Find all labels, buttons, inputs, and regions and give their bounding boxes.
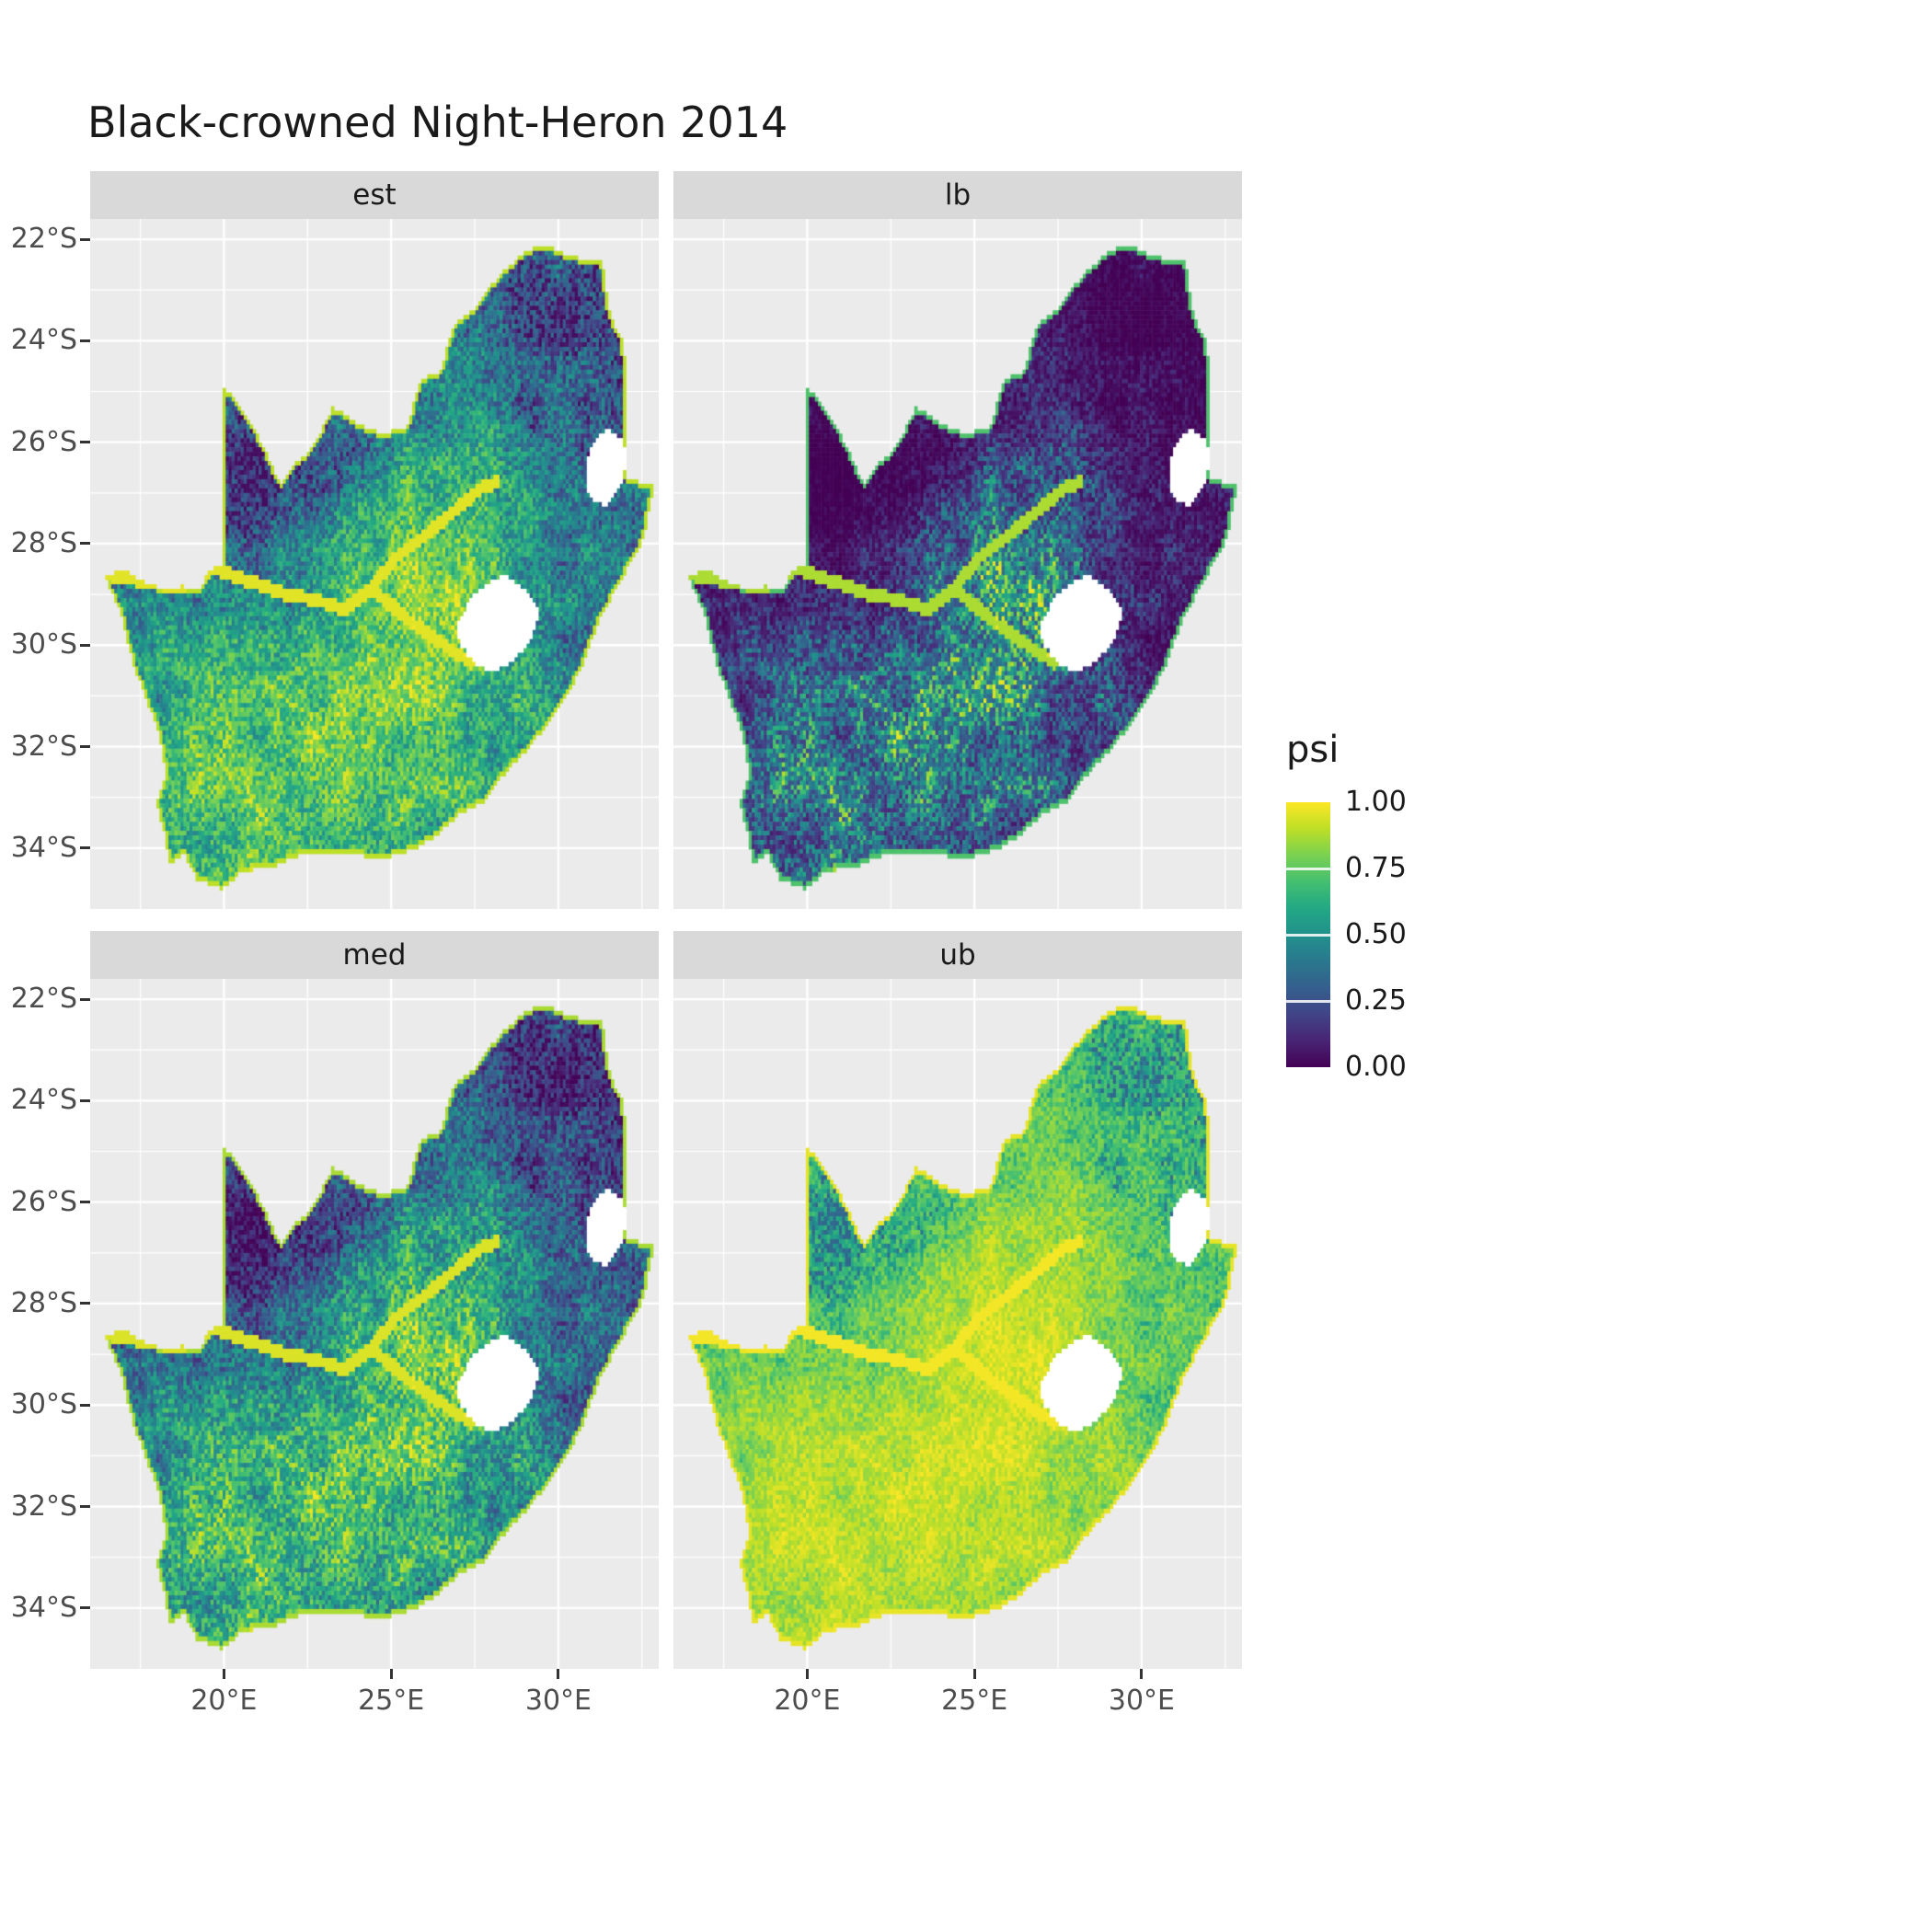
y-tick-mark xyxy=(80,1606,90,1610)
x-tick-mark xyxy=(1140,1669,1144,1679)
legend-tick-label: 0.75 xyxy=(1345,852,1407,884)
y-tick-label: 22°S xyxy=(10,223,77,256)
x-tick-mark xyxy=(389,1669,393,1679)
y-tick-mark xyxy=(80,846,90,850)
facet-strip-label: lb xyxy=(944,178,972,212)
y-tick-label: 30°S xyxy=(10,628,77,661)
y-tick-mark xyxy=(80,1505,90,1509)
y-tick-label: 32°S xyxy=(10,1489,77,1523)
x-tick-mark xyxy=(222,1669,225,1679)
legend-title: psi xyxy=(1286,729,1340,771)
x-tick-label: 25°E xyxy=(358,1685,425,1717)
map-panel-ub xyxy=(673,979,1242,1669)
y-tick-mark xyxy=(80,441,90,444)
y-tick-mark xyxy=(80,643,90,647)
legend-tick-label: 0.50 xyxy=(1345,918,1407,950)
x-tick-mark xyxy=(805,1669,809,1679)
legend-colorbar xyxy=(1286,802,1330,1067)
y-tick-mark xyxy=(80,745,90,749)
plot-title: Black-crowned Night-Heron 2014 xyxy=(87,98,788,147)
x-tick-label: 25°E xyxy=(941,1685,1008,1717)
y-tick-mark xyxy=(80,1098,90,1102)
y-tick-mark xyxy=(80,997,90,1001)
y-tick-label: 34°S xyxy=(10,1591,77,1624)
map-panel-lb xyxy=(673,219,1242,909)
legend-tick-label: 1.00 xyxy=(1345,786,1407,818)
x-tick-label: 20°E xyxy=(774,1685,841,1717)
legend-tick-label: 0.25 xyxy=(1345,984,1407,1017)
y-tick-label: 34°S xyxy=(10,831,77,864)
y-tick-label: 22°S xyxy=(10,983,77,1016)
map-panel-med xyxy=(90,979,659,1669)
x-tick-mark xyxy=(557,1669,560,1679)
facet-strip-est: est xyxy=(90,171,659,219)
legend-tick-label: 0.00 xyxy=(1345,1051,1407,1083)
y-tick-label: 26°S xyxy=(10,425,77,458)
y-tick-label: 26°S xyxy=(10,1185,77,1218)
facet-strip-med: med xyxy=(90,931,659,979)
y-tick-label: 30°S xyxy=(10,1388,77,1421)
y-tick-mark xyxy=(80,1302,90,1305)
x-tick-mark xyxy=(972,1669,976,1679)
facet-strip-label: ub xyxy=(939,938,976,972)
x-tick-label: 30°E xyxy=(524,1685,592,1717)
y-tick-mark xyxy=(80,1403,90,1407)
facet-strip-label: med xyxy=(342,938,407,972)
y-tick-label: 32°S xyxy=(10,730,77,763)
facet-strip-label: est xyxy=(352,178,397,212)
y-tick-label: 28°S xyxy=(10,1286,77,1319)
map-panel-est xyxy=(90,219,659,909)
y-tick-label: 28°S xyxy=(10,526,77,559)
facet-strip-ub: ub xyxy=(673,931,1242,979)
x-tick-label: 30°E xyxy=(1108,1685,1175,1717)
y-tick-label: 24°S xyxy=(10,1084,77,1117)
facet-strip-lb: lb xyxy=(673,171,1242,219)
x-tick-label: 20°E xyxy=(190,1685,258,1717)
y-tick-mark xyxy=(80,339,90,342)
y-tick-mark xyxy=(80,1201,90,1204)
y-tick-mark xyxy=(80,237,90,241)
y-tick-mark xyxy=(80,542,90,546)
y-tick-label: 24°S xyxy=(10,324,77,357)
